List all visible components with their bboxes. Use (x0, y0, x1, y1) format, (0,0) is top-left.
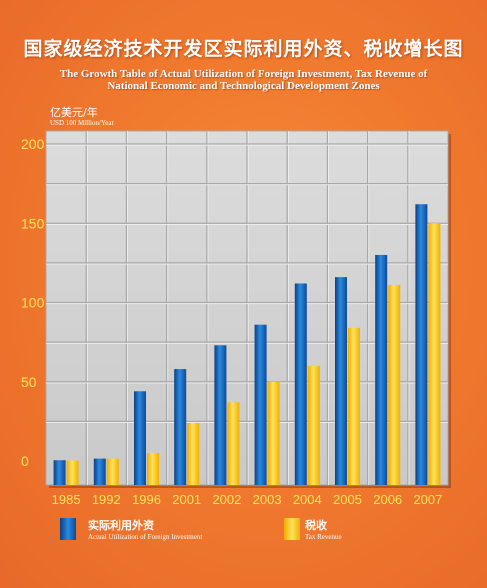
bar-tax-revenue (348, 327, 360, 485)
chart-title-en: The Growth Table of Actual Utilization o… (20, 68, 467, 92)
bar-tax-revenue (147, 453, 159, 485)
legend-swatch-tax-revenue (284, 518, 300, 540)
bar-tax-revenue (307, 365, 320, 485)
bar-tax-revenue (267, 381, 280, 485)
legend-label-foreign-investment-cn: 实际利用外资 (88, 519, 154, 532)
y-tick-label: 100 (21, 295, 45, 311)
bar-foreign-investment (254, 324, 267, 485)
bar-tax-revenue (187, 422, 200, 485)
x-tick-label: 2004 (293, 492, 322, 507)
bar-foreign-investment (375, 254, 388, 485)
x-tick-label: 1985 (52, 492, 81, 507)
bar-tax-revenue (227, 402, 240, 485)
bar-foreign-investment (415, 204, 428, 486)
legend-label-foreign-investment-en: Actual Utilization of Foreign Investment (88, 533, 203, 541)
legend-label-tax-revenue-cn: 税收 (305, 519, 327, 532)
y-unit-label-cn: 亿美元/年 (50, 106, 98, 119)
chart-title-en-line2: National Economic and Technological Deve… (107, 80, 380, 92)
bar-tax-revenue (66, 460, 79, 485)
legend-swatch-foreign-investment (60, 518, 76, 540)
bar-foreign-investment (214, 345, 227, 485)
x-tick-label: 2002 (212, 492, 241, 507)
y-tick-label: 150 (21, 215, 45, 231)
y-tick-label: 0 (21, 453, 29, 469)
y-unit-label-en: USD 100 Million/Year (50, 119, 114, 127)
chart-title-cn: 国家级经济技术开发区实际利用外资、税收增长图 (23, 38, 464, 60)
bar-tax-revenue (106, 458, 119, 485)
x-tick-label: 2003 (253, 492, 282, 507)
legend-label-tax-revenue-en: Tax Revenue (305, 533, 342, 541)
bar-foreign-investment (174, 369, 187, 485)
x-tick-label: 2005 (333, 492, 362, 507)
chart-title-en-line1: The Growth Table of Actual Utilization o… (59, 68, 428, 80)
x-tick-label: 1992 (92, 492, 121, 507)
bar-tax-revenue (428, 223, 441, 485)
bar-foreign-investment (134, 391, 146, 485)
x-tick-label: 1996 (132, 492, 161, 507)
bar-foreign-investment (335, 277, 347, 485)
bar-tax-revenue (388, 285, 401, 485)
y-tick-label: 50 (21, 374, 37, 390)
bar-foreign-investment (294, 283, 307, 485)
bar-foreign-investment (53, 460, 66, 485)
x-tick-label: 2006 (373, 492, 402, 507)
x-tick-label: 2007 (413, 492, 442, 507)
x-tick-label: 2001 (172, 492, 201, 507)
y-tick-label: 200 (21, 136, 45, 152)
bar-foreign-investment (93, 458, 106, 485)
